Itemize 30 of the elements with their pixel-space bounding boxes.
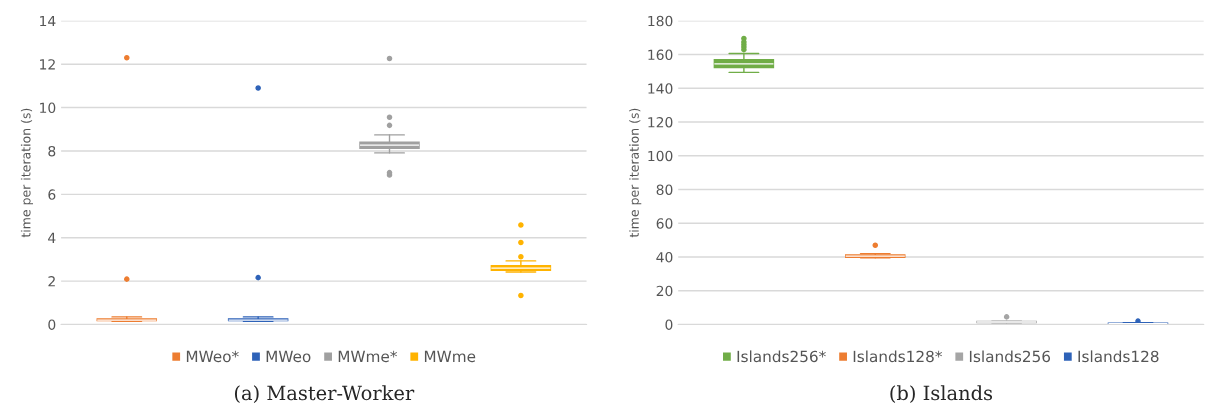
y-tick-label: 12 bbox=[40, 59, 55, 70]
y-tick-label: 14 bbox=[40, 15, 56, 27]
text: (b) Islands bbox=[890, 385, 993, 404]
y-tick-label: 180 bbox=[648, 15, 673, 27]
y-tick-label: 10 bbox=[40, 102, 56, 114]
legend-label: Islands256* bbox=[737, 350, 826, 363]
legend-label: Islands256 bbox=[969, 350, 1051, 363]
y-tick-label: 4 bbox=[48, 232, 56, 243]
legend-label: MWeo bbox=[266, 350, 311, 363]
legend-label: MWme* bbox=[338, 350, 398, 363]
legend-label: Islands128 bbox=[1078, 350, 1159, 363]
y-axis-title: time per iteration (s) bbox=[629, 108, 642, 238]
legend-label: Islands128* bbox=[853, 350, 943, 363]
y-tick-label: 160 bbox=[648, 49, 673, 61]
y-tick-label: 20 bbox=[656, 285, 673, 297]
y-tick-label: 0 bbox=[665, 319, 673, 330]
y-tick-label: 100 bbox=[648, 150, 673, 162]
text: (a) Master-Worker bbox=[234, 385, 415, 404]
y-tick-label: 120 bbox=[648, 117, 673, 128]
y-tick-label: 80 bbox=[656, 184, 673, 195]
y-tick-label: 40 bbox=[656, 251, 673, 263]
y-tick-label: 60 bbox=[656, 218, 673, 229]
y-axis-title: time per iteration (s) bbox=[20, 108, 34, 238]
y-tick-label: 140 bbox=[648, 83, 673, 94]
y-tick-label: 8 bbox=[48, 145, 56, 157]
y-tick-label: 0 bbox=[48, 319, 56, 330]
legend-label: MWeo* bbox=[186, 350, 239, 363]
y-tick-label: 2 bbox=[48, 276, 55, 287]
y-tick-label: 6 bbox=[48, 189, 56, 200]
legend-label: MWme bbox=[424, 350, 476, 363]
